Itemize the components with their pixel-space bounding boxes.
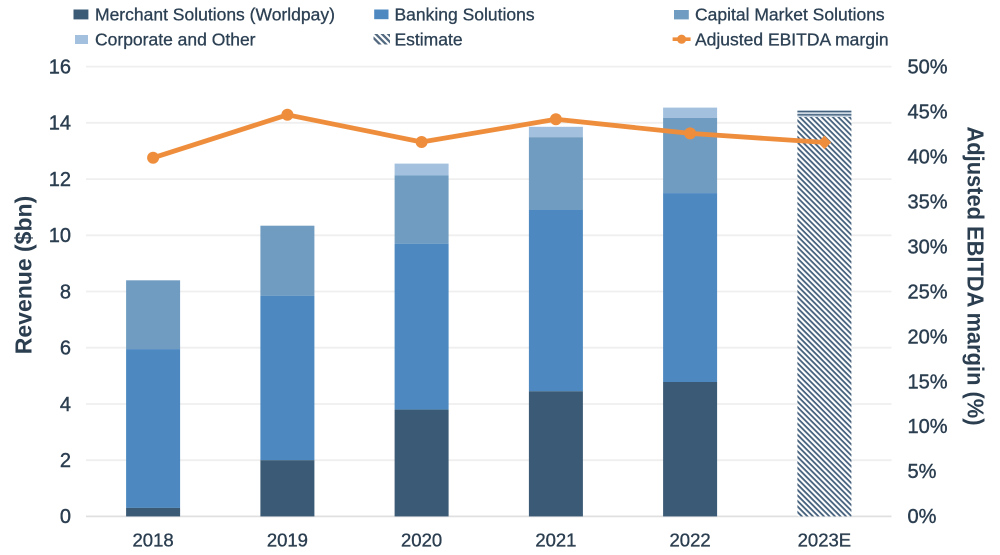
svg-text:2021: 2021 [535,530,576,551]
svg-text:10%: 10% [908,416,948,438]
svg-text:Revenue ($bn): Revenue ($bn) [11,196,37,354]
svg-text:2018: 2018 [133,530,174,551]
svg-text:0: 0 [60,506,71,528]
svg-text:45%: 45% [908,101,948,123]
svg-text:12: 12 [49,169,71,191]
svg-text:14: 14 [49,113,71,135]
svg-text:Banking Solutions: Banking Solutions [395,5,535,25]
svg-text:2019: 2019 [267,530,308,551]
svg-text:Merchant Solutions (Worldpay): Merchant Solutions (Worldpay) [95,5,335,25]
svg-text:25%: 25% [908,281,948,303]
svg-text:2023E: 2023E [798,530,852,551]
svg-text:10: 10 [49,225,71,247]
svg-text:40%: 40% [908,146,948,168]
svg-text:2020: 2020 [401,530,442,551]
svg-text:50%: 50% [908,56,948,78]
svg-text:30%: 30% [908,236,948,258]
svg-text:5%: 5% [908,461,937,483]
svg-text:15%: 15% [908,371,948,393]
svg-text:Adjusted EBITDA margin (%): Adjusted EBITDA margin (%) [963,127,989,426]
svg-text:Adjusted EBITDA margin: Adjusted EBITDA margin [695,30,889,50]
svg-text:2: 2 [60,450,71,472]
svg-text:Capital Market Solutions: Capital Market Solutions [695,5,885,25]
svg-text:Estimate: Estimate [395,30,463,50]
svg-text:20%: 20% [908,326,948,348]
svg-text:0%: 0% [908,506,937,528]
svg-text:16: 16 [49,56,71,78]
svg-text:35%: 35% [908,191,948,213]
svg-text:6: 6 [60,338,71,360]
svg-text:4: 4 [60,394,71,416]
svg-text:2022: 2022 [670,530,711,551]
svg-text:Corporate and Other: Corporate and Other [95,30,256,50]
svg-text:8: 8 [60,281,71,303]
